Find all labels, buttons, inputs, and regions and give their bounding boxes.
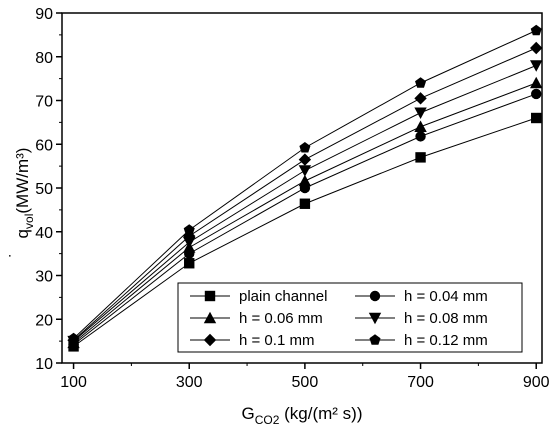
data-point [530,76,543,89]
data-point [299,198,311,209]
legend-box [177,282,523,353]
data-point [414,120,427,132]
data-point [68,332,80,344]
data-point [298,165,312,177]
y-axis-title-main: q [13,229,32,238]
y-tick-label: 40 [35,225,53,242]
data-point [414,107,427,119]
legend-marker [203,333,217,347]
data-point [299,141,311,153]
plot-frame [61,12,543,364]
data-point [183,229,196,243]
legend-entry: h = 0.12 mm [355,332,488,349]
y-tick-label: 30 [35,269,53,286]
series-layer [67,24,543,352]
y-tick-label: 70 [35,94,53,111]
legend-marker [369,334,381,345]
y-axis-title-sub: vol [22,214,36,229]
y-tick-label: 50 [35,181,53,198]
series-6 [68,24,542,344]
data-point [531,112,542,124]
x-tick-label: 500 [292,374,319,391]
y-tick-label: 90 [35,6,53,23]
legend-label: h = 0.04 mm [404,288,488,305]
data-point [298,153,312,166]
legend-label: h = 0.12 mm [404,332,488,349]
data-point [183,237,196,249]
data-point [298,174,312,187]
data-point [530,41,543,55]
data-point [415,77,427,88]
x-axis-title-main: G [241,404,254,423]
x-axis-title-sub: CO2 [255,413,280,427]
y-tick-label: 10 [35,356,53,373]
data-point [415,152,426,163]
legend-marker [369,290,381,302]
data-point [530,24,542,36]
legend-label: plain channel [239,288,327,305]
data-point [414,92,427,105]
data-point [183,224,195,235]
y-tick-label: 20 [35,312,53,329]
y-tick-label: 80 [35,50,53,67]
x-axis-title-unit: (kg/(m² s)) [279,404,362,423]
data-point [531,88,542,100]
legend-marker [203,311,217,324]
data-point [530,60,543,72]
x-tick-label: 300 [176,374,203,391]
legend-entry: h = 0.08 mm [355,310,488,327]
x-tick-label: 700 [407,374,434,391]
y-axis-title-dot: ˙ [6,252,25,258]
legend-label: h = 0.1 mm [239,332,314,349]
axis-ticks: 100 300 500 700 900 10 20 30 40 50 60 70 80 90 [35,6,549,391]
legend-label: h = 0.08 mm [404,310,488,327]
series-2 [68,88,542,350]
x-tick-label: 100 [60,374,87,391]
y-axis-title: qvol(MW/m³) [13,148,36,239]
legend: plain channel h = 0.04 mm h = 0.06 mm h = 0… [177,282,523,353]
x-tick-label: 900 [523,374,550,391]
x-axis-title: GCO2 (kg/(m² s)) [241,404,362,427]
legend-entry: h = 0.06 mm [190,310,323,327]
legend-label: h = 0.06 mm [239,310,323,327]
y-tick-label: 60 [35,137,53,154]
legend-entry: h = 0.1 mm [190,332,314,349]
y-axis-title-unit: (MW/m³) [13,148,32,214]
legend-items: plain channel h = 0.04 mm h = 0.06 mm h = 0… [190,288,488,349]
series-3 [67,76,543,349]
data-point [415,131,426,142]
legend-marker [368,312,382,325]
legend-entry: h = 0.04 mm [355,288,488,305]
legend-marker [204,290,216,302]
data-point [184,258,195,269]
legend-entry: plain channel [190,288,327,305]
